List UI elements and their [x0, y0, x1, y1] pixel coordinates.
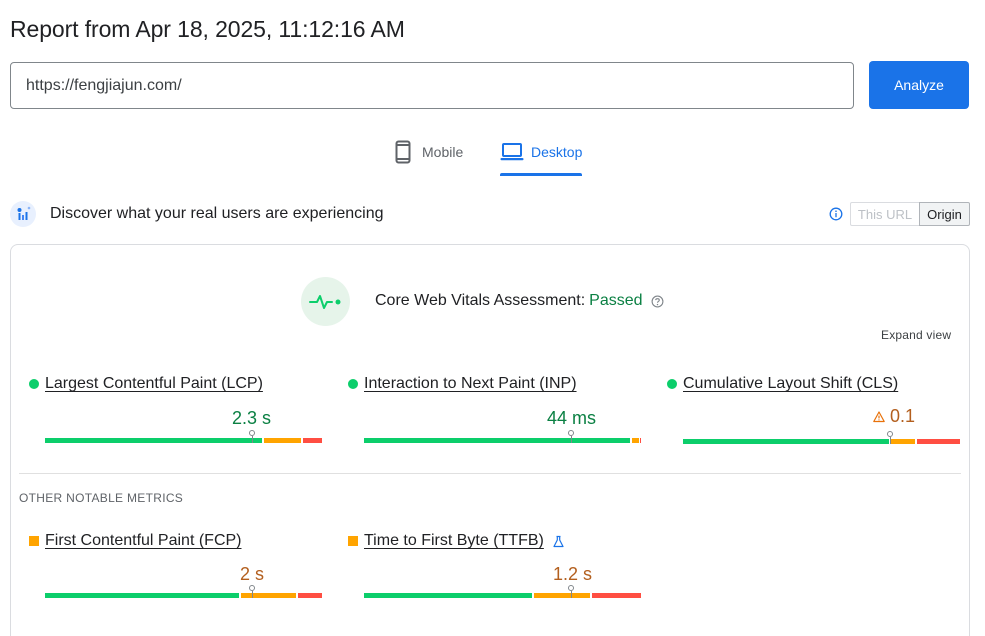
assessment-status: Passed: [589, 292, 643, 309]
users-chart-icon: [10, 201, 36, 227]
toggle-this-url[interactable]: This URL: [850, 202, 920, 226]
bar-good-segment: [45, 438, 262, 443]
report-title: Report from Apr 18, 2025, 11:12:16 AM: [10, 16, 405, 42]
assessment-text: Core Web Vitals Assessment: Passed: [375, 292, 664, 310]
bar-average-segment: [264, 438, 301, 443]
expand-view-link[interactable]: Expand view: [881, 328, 952, 342]
section-divider: [19, 473, 961, 474]
beaker-icon[interactable]: [552, 535, 565, 548]
bar-poor-segment: [303, 438, 322, 443]
percentile-marker: [890, 437, 891, 444]
tab-label: Desktop: [531, 144, 583, 160]
help-icon[interactable]: [651, 295, 664, 308]
good-dot-icon: [667, 379, 677, 389]
percentile-marker-head: [249, 585, 255, 591]
percentile-marker: [571, 591, 572, 598]
distribution-bar: [364, 593, 641, 598]
other-metrics-heading: OTHER NOTABLE METRICS: [19, 491, 184, 505]
metric-ttfb-label: Time to First Byte (TTFB): [348, 532, 565, 550]
metric-inp-label: Interaction to Next Paint (INP): [348, 375, 577, 393]
metric-value: 2.3 s: [232, 408, 272, 428]
analyze-button[interactable]: Analyze: [869, 61, 969, 109]
percentile-marker-head: [568, 430, 574, 436]
tab-label: Mobile: [422, 144, 464, 160]
metric-name[interactable]: Interaction to Next Paint (INP): [364, 375, 577, 392]
bar-poor-segment: [298, 593, 322, 598]
percentile-marker: [252, 436, 253, 443]
url-input[interactable]: [10, 62, 854, 109]
bar-poor-segment: [592, 593, 641, 598]
bar-average-segment: [891, 439, 915, 444]
percentile-marker-head: [887, 431, 893, 437]
average-square-icon: [348, 536, 358, 546]
tab-desktop[interactable]: Desktop: [500, 140, 583, 176]
percentile-marker-head: [568, 585, 574, 591]
assessment-badge: [301, 277, 350, 326]
bar-good-segment: [683, 439, 889, 444]
bar-good-segment: [364, 593, 532, 598]
laptop-icon: [500, 143, 524, 161]
bar-good-segment: [45, 593, 239, 598]
bar-poor-segment: [640, 438, 641, 443]
metric-name[interactable]: Time to First Byte (TTFB): [364, 532, 544, 549]
phone-icon: [395, 140, 411, 164]
metric-value: 1.2 s: [553, 564, 593, 584]
bar-average-segment: [632, 438, 639, 443]
distribution-bar: [683, 439, 960, 444]
bar-average-segment: [534, 593, 590, 598]
distribution-bar: [45, 438, 322, 443]
metric-value-wrap: 0.1: [873, 406, 915, 427]
metric-value: 2 s: [240, 564, 265, 584]
metric-value: 44 ms: [547, 408, 597, 428]
average-square-icon: [29, 536, 39, 546]
warning-icon: [873, 410, 885, 422]
crux-heading: Discover what your real users are experi…: [50, 205, 384, 222]
info-icon[interactable]: [829, 207, 843, 221]
percentile-marker: [252, 591, 253, 598]
metric-value: 0.1: [890, 406, 916, 426]
metric-name[interactable]: First Contentful Paint (FCP): [45, 532, 242, 549]
pulse-icon: [308, 294, 340, 309]
percentile-marker-head: [249, 430, 255, 436]
assessment-prefix: Core Web Vitals Assessment:: [375, 292, 586, 309]
metric-fcp-label: First Contentful Paint (FCP): [29, 532, 242, 550]
metric-name[interactable]: Largest Contentful Paint (LCP): [45, 375, 263, 392]
bar-average-segment: [241, 593, 296, 598]
good-dot-icon: [348, 379, 358, 389]
distribution-bar: [364, 438, 641, 443]
metric-cls-label: Cumulative Layout Shift (CLS): [667, 375, 898, 393]
distribution-bar: [45, 593, 322, 598]
bar-poor-segment: [917, 439, 960, 444]
bar-good-segment: [364, 438, 630, 443]
toggle-origin[interactable]: Origin: [919, 202, 970, 226]
tab-mobile[interactable]: Mobile: [391, 140, 463, 176]
metric-lcp-label: Largest Contentful Paint (LCP): [29, 375, 263, 393]
good-dot-icon: [29, 379, 39, 389]
metric-name[interactable]: Cumulative Layout Shift (CLS): [683, 375, 899, 392]
percentile-marker: [571, 436, 572, 443]
